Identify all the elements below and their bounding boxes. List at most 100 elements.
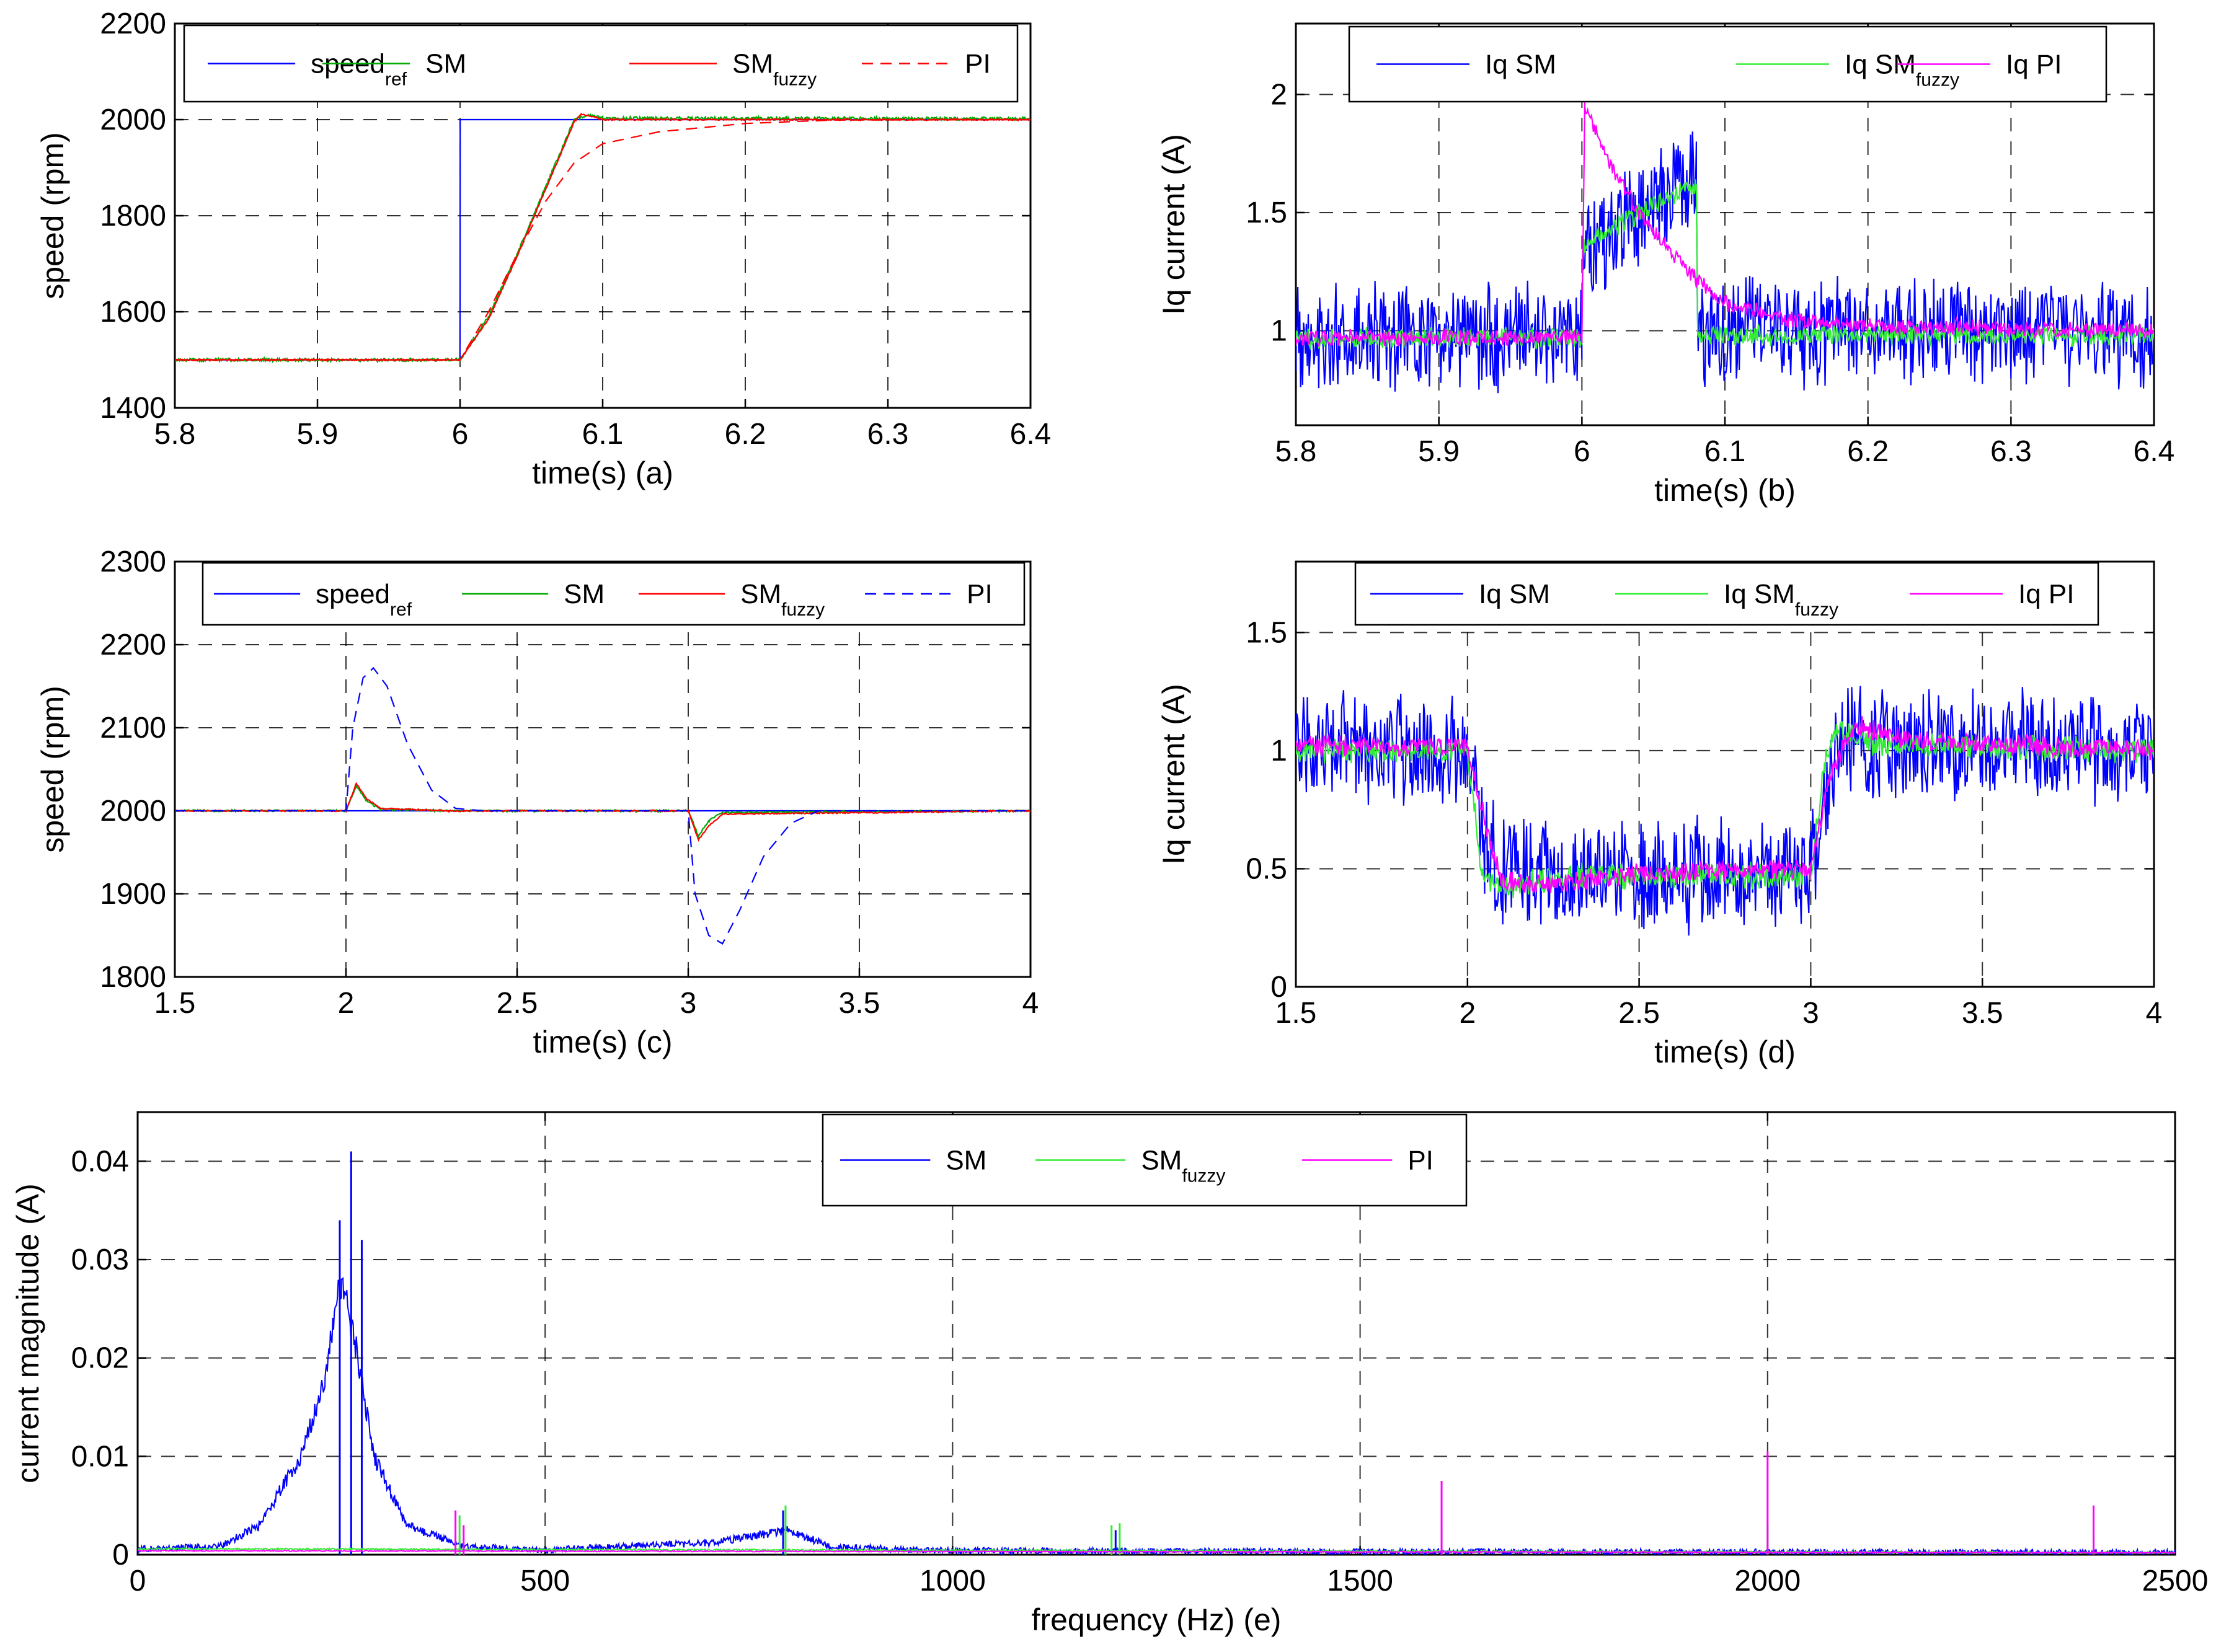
y-tick-label: 2200 bbox=[100, 629, 166, 661]
x-tick-label: 6 bbox=[452, 418, 469, 451]
x-tick-label: 3.5 bbox=[1962, 997, 2003, 1030]
legend-entry: SM bbox=[564, 579, 605, 609]
series-line-pi bbox=[138, 1549, 2175, 1555]
legend-entry: SM bbox=[946, 1146, 986, 1176]
series-group bbox=[175, 666, 1030, 945]
chart-e: 0 500 1000 1500 2000 2500 0 0.01 0.02 0.03 0.04 fre… bbox=[11, 1111, 2209, 1637]
x-tick-label: 2.5 bbox=[1618, 997, 1660, 1030]
x-axis-label: time(s) (a) bbox=[532, 456, 673, 490]
y-tick-label: 0.02 bbox=[71, 1342, 129, 1375]
legend-entry: Iq SM bbox=[1485, 50, 1556, 80]
legend-subscript: fuzzy bbox=[1182, 1166, 1225, 1186]
x-tick-label: 3.5 bbox=[839, 987, 880, 1020]
x-tick-label: 6.2 bbox=[725, 418, 766, 451]
legend-entry: PI bbox=[967, 579, 993, 609]
x-tick-label: 6 bbox=[1574, 435, 1590, 468]
y-tick-label: 0.5 bbox=[1246, 852, 1287, 885]
series-line-iq-pi bbox=[1296, 716, 2154, 894]
series-group bbox=[175, 113, 1030, 364]
y-axis-label: Iq current (A) bbox=[1156, 684, 1191, 865]
y-tick-label: 2300 bbox=[100, 546, 166, 578]
series-line-iq-pi bbox=[1296, 100, 2154, 348]
x-axis-label: time(s) (c) bbox=[533, 1025, 673, 1059]
x-tick-label: 1500 bbox=[1327, 1565, 1393, 1597]
x-tick-label: 5.9 bbox=[297, 418, 339, 451]
y-tick-label: 1400 bbox=[100, 392, 166, 425]
x-tick-label: 3 bbox=[1802, 997, 1819, 1030]
x-tick-label: 3 bbox=[680, 987, 697, 1020]
legend-subscript: fuzzy bbox=[773, 69, 817, 90]
y-axis-label: current magnitude (A) bbox=[11, 1183, 45, 1483]
legend-box bbox=[183, 24, 1019, 103]
legend-subscript: fuzzy bbox=[1795, 599, 1838, 620]
y-tick-label: 2000 bbox=[100, 795, 166, 828]
y-tick-label: 0.04 bbox=[71, 1145, 129, 1178]
legend-subscript: fuzzy bbox=[1916, 70, 1959, 91]
y-axis-label: speed (rpm) bbox=[35, 132, 70, 299]
x-tick-label: 6.1 bbox=[1704, 435, 1746, 468]
y-tick-label: 1800 bbox=[100, 961, 166, 994]
series-line-sm-fuzzy bbox=[175, 113, 1030, 362]
x-tick-label: 4 bbox=[1022, 987, 1039, 1020]
x-tick-label: 5.8 bbox=[1275, 435, 1317, 468]
y-tick-label: 1600 bbox=[100, 296, 166, 329]
y-tick-label: 2100 bbox=[100, 712, 166, 744]
y-tick-label: 2200 bbox=[100, 7, 166, 40]
chart-b: 5.8 5.9 6 6.1 6.2 6.3 6.4 1 1.5 2 time(s) (b) Iq cu… bbox=[1156, 22, 2175, 508]
x-tick-label: 500 bbox=[520, 1565, 570, 1597]
y-tick-label: 0 bbox=[1270, 971, 1287, 1004]
series-group bbox=[138, 1151, 2175, 1555]
plot-area bbox=[174, 560, 1032, 978]
legend-entry: SM bbox=[425, 49, 466, 79]
y-tick-label: 2000 bbox=[100, 104, 166, 136]
x-axis-label: frequency (Hz) (e) bbox=[1032, 1602, 1282, 1637]
x-tick-label: 5.9 bbox=[1418, 435, 1460, 468]
chart-c: 1.5 2 2.5 3 3.5 4 1800 1900 2000 2100 2200 2300 time… bbox=[35, 546, 1039, 1059]
legend-subscript: fuzzy bbox=[781, 599, 825, 620]
x-tick-label: 0 bbox=[130, 1565, 146, 1597]
y-tick-label: 1.5 bbox=[1246, 197, 1287, 229]
x-tick-label: 2.5 bbox=[497, 987, 538, 1020]
series-line-pi bbox=[175, 118, 1030, 361]
chart-d: 1.5 2 2.5 3 3.5 4 0 0.5 1 1.5 time(s) (d) Iq curren… bbox=[1156, 560, 2163, 1069]
legend-entry: PI bbox=[1407, 1146, 1434, 1176]
x-tick-label: 2 bbox=[1459, 997, 1476, 1030]
x-tick-label: 1.5 bbox=[154, 987, 196, 1020]
x-tick-label: 2500 bbox=[2142, 1565, 2209, 1597]
x-tick-label: 1.5 bbox=[1275, 997, 1317, 1030]
x-tick-label: 6.2 bbox=[1847, 435, 1889, 468]
legend-entry: Iq PI bbox=[2018, 579, 2075, 609]
x-tick-label: 6.4 bbox=[1010, 418, 1052, 451]
legend-entry: Iq PI bbox=[2006, 50, 2062, 80]
y-tick-label: 1 bbox=[1270, 315, 1287, 348]
y-axis-label: speed (rpm) bbox=[35, 686, 70, 853]
chart-a: 5.8 5.9 6 6.1 6.2 6.3 6.4 1400 1600 1800 2000 2200 t… bbox=[35, 7, 1051, 490]
series-line-pi bbox=[175, 666, 1030, 945]
y-tick-label: 1 bbox=[1270, 735, 1287, 767]
x-tick-label: 6.1 bbox=[582, 418, 624, 451]
x-axis-label: time(s) (b) bbox=[1654, 473, 1796, 508]
x-tick-label: 6.4 bbox=[2134, 435, 2175, 468]
x-tick-label: 2000 bbox=[1734, 1565, 1801, 1597]
x-tick-label: 1000 bbox=[920, 1565, 986, 1597]
legend-subscript: ref bbox=[390, 599, 412, 620]
y-tick-label: 1800 bbox=[100, 200, 166, 232]
x-axis-label: time(s) (d) bbox=[1654, 1035, 1796, 1069]
legend-entry: PI bbox=[965, 49, 991, 79]
y-tick-label: 1900 bbox=[100, 878, 166, 911]
series-line-iq-sm bbox=[1296, 131, 2154, 394]
y-tick-label: 0 bbox=[112, 1539, 129, 1571]
series-group bbox=[1296, 100, 2154, 394]
legend-entry: Iq SM bbox=[1479, 579, 1550, 609]
x-tick-label: 5.8 bbox=[154, 418, 196, 451]
y-tick-label: 2 bbox=[1270, 78, 1287, 111]
legend-subscript: ref bbox=[385, 69, 407, 90]
x-tick-label: 2 bbox=[338, 987, 355, 1020]
series-group bbox=[1296, 686, 2154, 936]
x-tick-label: 4 bbox=[2146, 997, 2163, 1030]
